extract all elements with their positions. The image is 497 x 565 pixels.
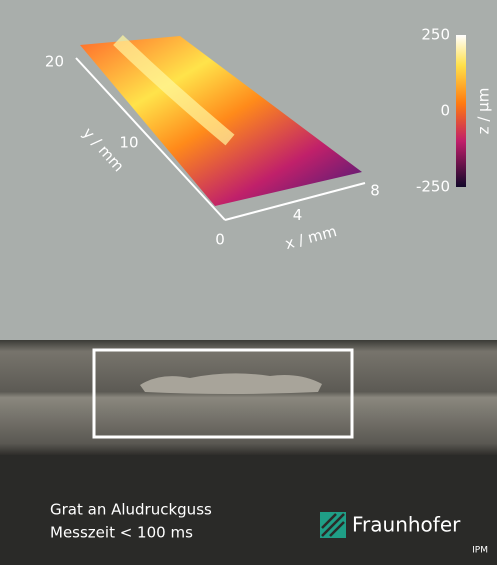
x-tick-label: 0 [215,231,225,249]
colorbar-tick-label: 250 [421,26,450,44]
caption-line: Messzeit < 100 ms [50,524,193,542]
x-tick-label: 8 [370,182,380,200]
colorbar-tick-label: -250 [416,178,450,196]
caption-line: Grat an Aludruckguss [50,501,212,519]
logo-name: Fraunhofer [352,513,461,537]
screen: x / mm y / mm z / µm Grat an Aludruckgus… [0,0,497,565]
y-tick-label: 20 [45,53,64,71]
y-tick-label: 10 [119,134,138,152]
burr [140,373,322,394]
colorbar-tick-label: 0 [440,102,450,120]
logo-institute: IPM [472,546,488,556]
colorbar-label: z / µm [475,88,493,135]
colorbar [456,35,466,187]
x-tick-label: 4 [293,206,303,224]
